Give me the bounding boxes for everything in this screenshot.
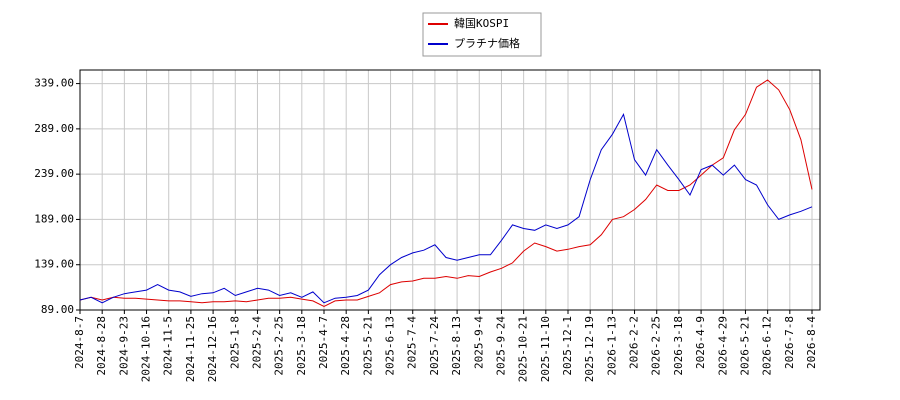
- x-tick-label: 2025-5-21: [361, 316, 374, 376]
- x-tick-label: 2025-4-7: [317, 316, 330, 369]
- x-tick-label: 2024-11-5: [162, 316, 175, 376]
- legend-label: プラチナ価格: [454, 36, 520, 50]
- x-tick-label: 2026-4-9: [694, 316, 707, 369]
- x-tick-label: 2026-6-12: [761, 316, 774, 376]
- x-tick-label: 2024-8-7: [73, 316, 86, 369]
- y-tick-label: 289.00: [34, 122, 74, 135]
- x-tick-label: 2026-3-18: [672, 316, 685, 376]
- x-tick-label: 2025-6-13: [384, 316, 397, 376]
- x-tick-label: 2025-1-8: [228, 316, 241, 369]
- x-tick-label: 2025-8-13: [450, 316, 463, 376]
- legend: 韓国KOSPI プラチナ価格: [422, 12, 542, 57]
- x-tick-label: 2025-2-4: [250, 316, 263, 369]
- y-tick-label: 89.00: [41, 303, 74, 316]
- x-tick-label: 2025-12-1: [561, 316, 574, 376]
- y-tick-label: 239.00: [34, 167, 74, 180]
- x-tick-label: 2025-9-24: [494, 316, 507, 376]
- x-tick-label: 2024-11-25: [184, 316, 197, 382]
- x-tick-label: 2025-12-19: [583, 316, 596, 382]
- series-line: [79, 79, 813, 307]
- y-tick-label: 139.00: [34, 258, 74, 271]
- x-tick-label: 2025-9-4: [472, 316, 485, 369]
- x-tick-label: 2024-8-28: [95, 316, 108, 376]
- x-tick-label: 2025-2-25: [273, 316, 286, 376]
- x-tick-label: 2025-7-24: [428, 316, 441, 376]
- x-tick-label: 2025-7-4: [406, 316, 419, 369]
- x-tick-label: 2026-8-4: [805, 316, 818, 369]
- series-line: [79, 113, 813, 304]
- x-tick-label: 2025-4-28: [339, 316, 352, 376]
- x-tick-label: 2025-10-21: [517, 316, 530, 382]
- x-tick-label: 2024-10-16: [140, 316, 153, 382]
- x-tick-label: 2025-11-10: [539, 316, 552, 382]
- y-tick-label: 189.00: [34, 212, 74, 225]
- legend-box: [422, 12, 542, 57]
- x-tick-label: 2024-12-16: [206, 316, 219, 382]
- x-tick-label: 2024-9-23: [117, 316, 130, 376]
- legend-label: 韓国KOSPI: [454, 17, 509, 30]
- x-tick-label: 2026-2-25: [650, 316, 663, 376]
- x-tick-label: 2026-2-2: [628, 316, 641, 369]
- x-tick-label: 2026-1-13: [605, 316, 618, 376]
- plot-frame: [79, 69, 821, 311]
- x-tick-label: 2025-3-18: [295, 316, 308, 376]
- x-tick-label: 2026-4-29: [716, 316, 729, 376]
- x-tick-label: 2026-7-8: [783, 316, 796, 369]
- y-tick-label: 339.00: [34, 77, 74, 90]
- x-tick-label: 2026-5-21: [738, 316, 751, 376]
